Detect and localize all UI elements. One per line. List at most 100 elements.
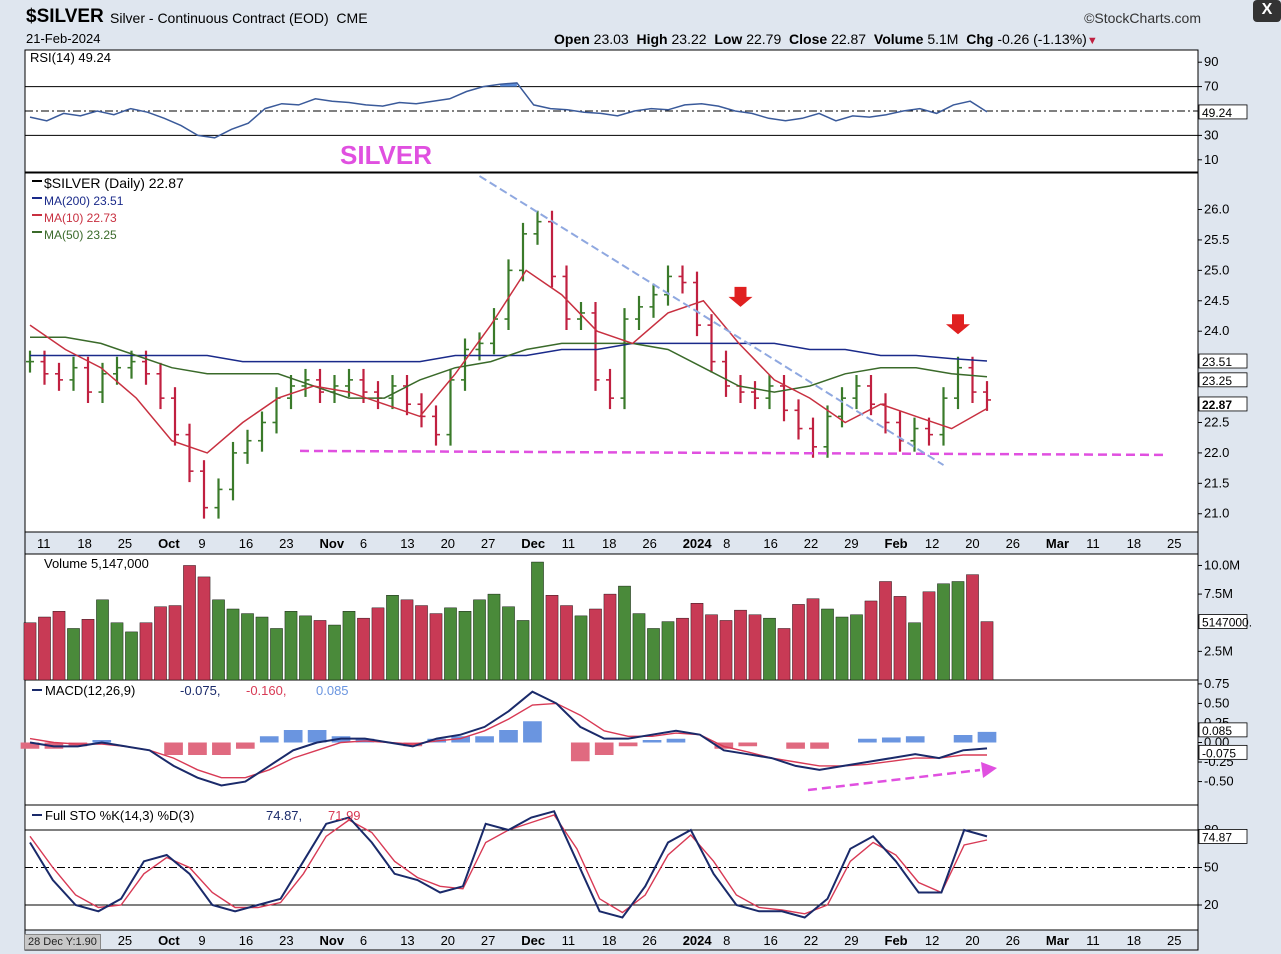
ma-line-1 xyxy=(30,336,988,399)
rsi-axis-label: 90 xyxy=(1204,54,1218,69)
price-legend-1: MA(200) 23.51 xyxy=(44,194,124,208)
date-label: 22 xyxy=(804,536,818,551)
volume-bar xyxy=(806,598,820,681)
volume-bar xyxy=(255,616,269,681)
symbol-description: Silver - Continuous Contract (EOD) CME xyxy=(110,10,368,26)
volume-bar xyxy=(270,628,283,681)
volume-bar xyxy=(313,620,327,681)
volume-bar xyxy=(893,596,907,681)
volume-bar xyxy=(125,631,138,681)
volume-bar xyxy=(574,615,588,681)
volume-bar xyxy=(357,617,370,681)
volume-bar xyxy=(328,624,341,681)
down-arrow-icon: ▼ xyxy=(1086,35,1098,47)
macd-histogram-bar xyxy=(451,736,470,743)
volume-bar xyxy=(705,614,718,681)
volume-bar xyxy=(821,608,834,681)
date-label: Nov xyxy=(320,536,345,551)
volume-bar xyxy=(966,574,979,681)
date-label-bottom: 25 xyxy=(1167,933,1181,948)
macd-histogram-bar xyxy=(642,740,662,743)
low-value: 22.79 xyxy=(746,31,782,47)
date-label-bottom: 20 xyxy=(965,933,979,948)
volume-bar xyxy=(386,595,399,681)
volume-bar xyxy=(212,599,225,681)
volume-axis-label: 7.5M xyxy=(1204,586,1233,601)
chg-value: -0.26 (-1.13%) xyxy=(997,31,1087,47)
date-label-bottom: 6 xyxy=(360,933,367,948)
date-label-bottom: Dec xyxy=(521,933,545,948)
volume-label: Volume xyxy=(873,31,924,47)
price-axis-label: 21.5 xyxy=(1204,475,1229,490)
date-label-bottom: 29 xyxy=(844,933,858,948)
date-label-bottom: 27 xyxy=(481,933,495,948)
volume-bar xyxy=(458,611,472,681)
macd-signal-line xyxy=(29,702,987,779)
date-label-bottom: 23 xyxy=(279,933,293,948)
volume-bar xyxy=(110,622,124,681)
volume-bar xyxy=(487,593,501,681)
volume-bar xyxy=(951,581,965,681)
date-label: 2024 xyxy=(683,536,713,551)
close-icon[interactable]: X xyxy=(1253,0,1281,22)
volume-bar xyxy=(284,611,298,681)
date-label-bottom: 26 xyxy=(1006,933,1020,948)
volume-bar xyxy=(67,628,80,681)
open-label: Open xyxy=(554,31,590,47)
volume-bar xyxy=(168,605,182,681)
chart-date: 21-Feb-2024 xyxy=(26,31,101,46)
date-label-bottom: 25 xyxy=(118,933,132,948)
date-label-bottom: Oct xyxy=(158,933,180,948)
sto-axis-label: 50 xyxy=(1204,860,1218,875)
volume-bar xyxy=(589,608,602,681)
volume-bar xyxy=(415,605,428,681)
volume-bar xyxy=(777,628,791,681)
date-label-bottom: 2024 xyxy=(683,933,713,948)
rsi-line xyxy=(29,82,988,139)
date-label-bottom: Feb xyxy=(885,933,908,948)
close-last-value: 22.87 xyxy=(1202,398,1232,412)
sto-legend-name: Full STO %K(14,3) %D(3) xyxy=(45,808,194,823)
macd-histogram-bar xyxy=(570,742,590,762)
macd-histogram-bar xyxy=(953,735,973,743)
volume-bar xyxy=(879,581,892,681)
date-label: 25 xyxy=(118,536,132,551)
volume-last-value: 5147000. xyxy=(1202,616,1252,630)
volume-bar xyxy=(937,583,950,681)
volume-bar xyxy=(719,620,733,681)
volume-bar xyxy=(792,604,805,681)
macd-histogram-bar xyxy=(977,731,997,743)
rsi-legend: RSI(14) 49.24 xyxy=(30,50,111,65)
date-label-bottom: 22 xyxy=(804,933,818,948)
volume-bar xyxy=(531,561,544,681)
volume-bar xyxy=(299,615,312,681)
macd-histogram-bar xyxy=(858,738,877,743)
date-label: Mar xyxy=(1046,536,1069,551)
rsi-last-value: 49.24 xyxy=(1202,106,1232,120)
macd-histogram-bar xyxy=(786,742,805,749)
price-axis-label: 26.0 xyxy=(1204,202,1229,217)
sto-last-value-box xyxy=(1198,829,1248,844)
macd-last-value: -0.075 xyxy=(1202,746,1236,760)
cursor-tooltip: 28 Dec Y:1.90 xyxy=(24,934,101,950)
arrow-right-icon xyxy=(981,762,997,778)
macd-histogram-bar xyxy=(666,738,686,743)
sto-axis-label: 20 xyxy=(1204,897,1218,912)
rsi-axis-label: 70 xyxy=(1204,79,1218,94)
volume-bar xyxy=(908,622,921,681)
date-label: 9 xyxy=(198,536,205,551)
ma200-last-value: 23.51 xyxy=(1202,355,1232,369)
volume-bar xyxy=(429,613,443,681)
volume-bar xyxy=(197,576,211,681)
price-axis-label: 25.5 xyxy=(1204,232,1229,247)
date-label: 20 xyxy=(965,536,979,551)
price-legend-3: MA(50) 23.25 xyxy=(44,228,117,242)
volume-bar xyxy=(748,614,762,681)
macd-histogram-bar xyxy=(283,730,303,743)
volume-axis-label: 2.5M xyxy=(1204,643,1233,658)
volume-bar xyxy=(139,622,153,681)
chg-label: Chg xyxy=(966,31,994,47)
close-label: Close xyxy=(789,31,828,47)
macd-hist-last-value-box xyxy=(1198,722,1248,738)
brand-label[interactable]: ©StockCharts.com xyxy=(1084,10,1201,26)
